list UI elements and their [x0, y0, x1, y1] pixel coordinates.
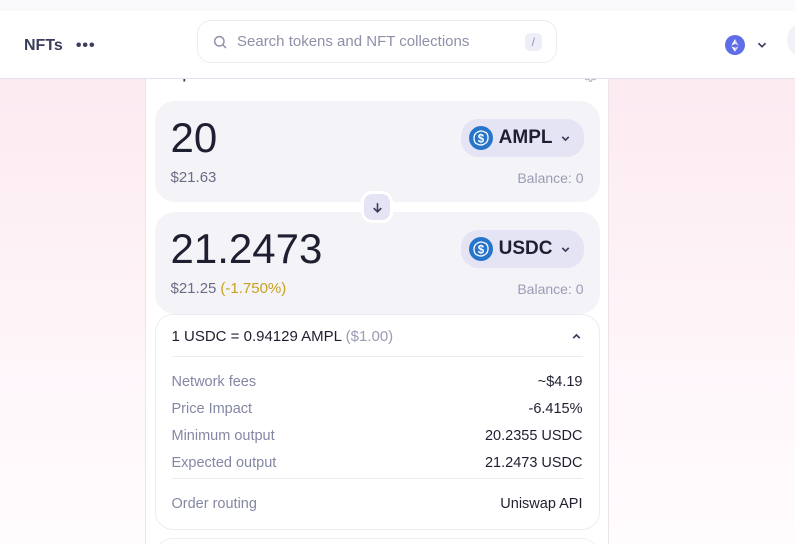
- svg-text:$: $: [477, 133, 484, 145]
- svg-text:$: $: [477, 244, 484, 256]
